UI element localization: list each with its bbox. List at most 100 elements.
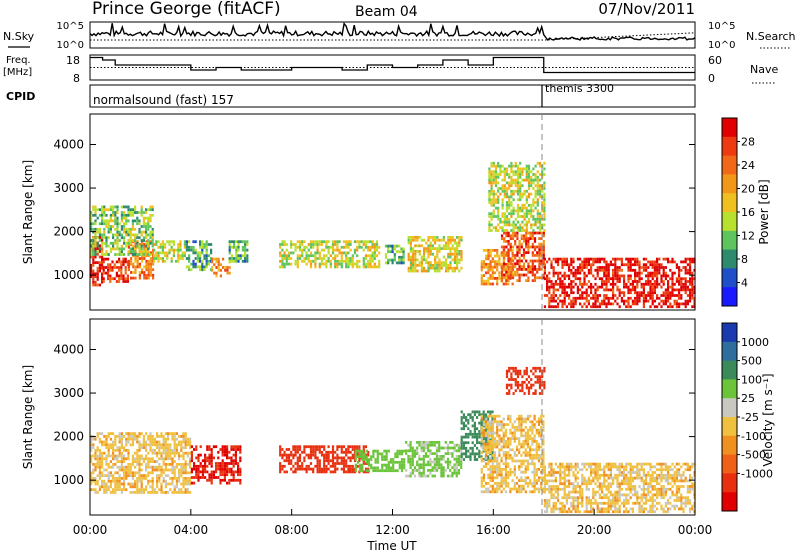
data-cell	[490, 252, 492, 255]
data-cell	[361, 464, 363, 467]
data-cell	[481, 263, 483, 266]
data-cell	[645, 275, 647, 278]
data-cell	[369, 246, 371, 249]
data-cell	[125, 242, 127, 245]
data-cell	[555, 280, 557, 283]
data-cell	[581, 261, 583, 264]
data-cell	[449, 469, 451, 472]
data-cell	[478, 450, 480, 453]
data-cell	[520, 443, 522, 446]
data-cell	[372, 455, 374, 458]
data-cell	[372, 469, 374, 472]
data-cell	[92, 248, 94, 251]
data-cell	[531, 457, 533, 460]
data-cell	[138, 236, 140, 239]
data-cell	[204, 462, 206, 465]
data-cell	[523, 274, 525, 277]
data-cell	[182, 457, 184, 460]
data-cell	[224, 448, 226, 451]
data-cell	[490, 460, 492, 463]
data-cell	[488, 215, 490, 218]
data-cell	[506, 207, 508, 210]
data-cell	[201, 246, 203, 249]
data-cell	[494, 451, 496, 454]
data-cell	[416, 250, 418, 253]
data-cell	[491, 165, 493, 168]
data-cell	[114, 277, 116, 280]
data-cell	[516, 488, 518, 491]
data-cell	[110, 206, 112, 209]
scatter-region	[103, 258, 129, 283]
data-cell	[297, 468, 299, 471]
data-cell	[398, 245, 400, 248]
data-cell	[197, 476, 199, 479]
data-cell	[550, 294, 552, 297]
data-cell	[487, 266, 489, 269]
data-cell	[111, 269, 113, 272]
data-cell	[163, 477, 165, 480]
data-cell	[94, 247, 96, 250]
data-cell	[474, 425, 476, 428]
data-cell	[317, 457, 319, 460]
data-cell	[472, 425, 474, 428]
data-cell	[182, 480, 184, 483]
data-cell	[197, 266, 199, 269]
data-cell	[237, 246, 239, 249]
data-cell	[527, 268, 529, 271]
data-cell	[375, 469, 377, 472]
data-cell	[125, 471, 127, 474]
data-cell	[527, 440, 529, 443]
data-cell	[485, 426, 487, 429]
data-cell	[292, 243, 294, 246]
data-cell	[436, 441, 438, 444]
data-cell	[206, 260, 208, 263]
data-cell	[447, 463, 449, 466]
data-cell	[121, 466, 123, 469]
data-cell	[150, 271, 152, 274]
data-cell	[516, 246, 518, 249]
data-cell	[516, 418, 518, 421]
data-cell	[125, 272, 127, 275]
data-cell	[656, 294, 658, 297]
data-cell	[586, 289, 588, 292]
data-cell	[564, 275, 566, 278]
data-cell	[436, 264, 438, 267]
data-cell	[474, 458, 476, 461]
data-cell	[588, 286, 590, 289]
data-cell	[517, 168, 519, 171]
data-cell	[149, 491, 151, 494]
data-cell	[388, 469, 390, 472]
data-cell	[132, 485, 134, 488]
data-cell	[546, 283, 548, 286]
data-cell	[481, 440, 483, 443]
data-cell	[488, 179, 490, 182]
data-cell	[671, 291, 673, 294]
data-cell	[588, 303, 590, 306]
data-cell	[513, 173, 515, 176]
data-cell	[299, 448, 301, 451]
data-cell	[496, 255, 498, 258]
data-cell	[440, 463, 442, 466]
data-cell	[525, 454, 527, 457]
data-cell	[112, 463, 114, 466]
data-cell	[334, 240, 336, 243]
data-cell	[141, 257, 143, 260]
data-cell	[603, 289, 605, 292]
data-cell	[235, 459, 237, 462]
data-cell	[520, 485, 522, 488]
data-cell	[687, 272, 689, 275]
data-cell	[136, 452, 138, 455]
data-cell	[332, 445, 334, 448]
data-cell	[518, 460, 520, 463]
data-cell	[119, 253, 121, 256]
data-cell	[191, 459, 193, 462]
data-cell	[286, 459, 288, 462]
data-cell	[239, 457, 241, 460]
data-cell	[438, 466, 440, 469]
data-cell	[553, 258, 555, 261]
data-cell	[643, 300, 645, 303]
data-cell	[332, 454, 334, 457]
data-cell	[588, 263, 590, 266]
data-cell	[423, 461, 425, 464]
data-cell	[99, 284, 101, 287]
